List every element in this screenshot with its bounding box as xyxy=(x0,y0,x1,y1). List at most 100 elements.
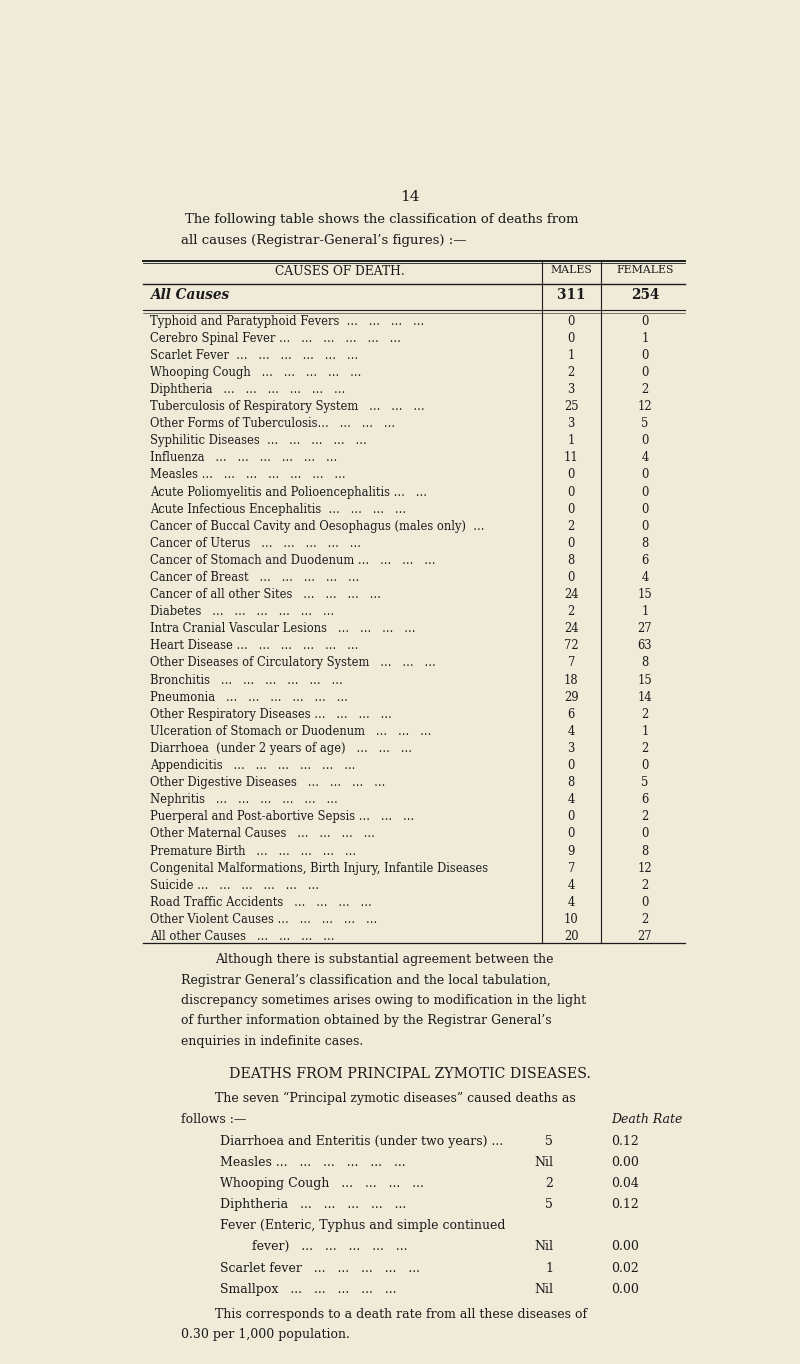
Text: fever)   ...   ...   ...   ...   ...: fever) ... ... ... ... ... xyxy=(220,1240,408,1254)
Text: 2: 2 xyxy=(567,520,575,533)
Text: 2: 2 xyxy=(567,366,575,379)
Text: 0: 0 xyxy=(641,486,649,498)
Text: 2: 2 xyxy=(642,878,649,892)
Text: 27: 27 xyxy=(638,622,652,636)
Text: 5: 5 xyxy=(641,776,649,790)
Text: Cancer of Stomach and Duodenum ...   ...   ...   ...: Cancer of Stomach and Duodenum ... ... .… xyxy=(150,554,436,567)
Text: 12: 12 xyxy=(638,862,652,874)
Text: Diabetes   ...   ...   ...   ...   ...   ...: Diabetes ... ... ... ... ... ... xyxy=(150,606,334,618)
Text: 0.00: 0.00 xyxy=(611,1282,639,1296)
Text: discrepancy sometimes arises owing to modification in the light: discrepancy sometimes arises owing to mo… xyxy=(182,994,586,1007)
Text: 254: 254 xyxy=(630,288,659,303)
Text: 0: 0 xyxy=(567,810,575,824)
Text: 8: 8 xyxy=(642,844,649,858)
Text: 0.30 per 1,000 population.: 0.30 per 1,000 population. xyxy=(182,1329,350,1341)
Text: 0: 0 xyxy=(567,572,575,584)
Text: 11: 11 xyxy=(564,451,578,464)
Text: Nil: Nil xyxy=(534,1282,554,1296)
Text: 2: 2 xyxy=(642,913,649,926)
Text: 0: 0 xyxy=(567,758,575,772)
Text: All other Causes   ...   ...   ...   ...: All other Causes ... ... ... ... xyxy=(150,930,335,943)
Text: Death Rate: Death Rate xyxy=(611,1113,683,1125)
Text: 5: 5 xyxy=(546,1198,554,1211)
Text: Typhoid and Paratyphoid Fevers  ...   ...   ...   ...: Typhoid and Paratyphoid Fevers ... ... .… xyxy=(150,315,425,327)
Text: Fever (Enteric, Typhus and simple continued: Fever (Enteric, Typhus and simple contin… xyxy=(220,1219,506,1232)
Text: 8: 8 xyxy=(642,656,649,670)
Text: Road Traffic Accidents   ...   ...   ...   ...: Road Traffic Accidents ... ... ... ... xyxy=(150,896,372,908)
Text: Cancer of Uterus   ...   ...   ...   ...   ...: Cancer of Uterus ... ... ... ... ... xyxy=(150,537,362,550)
Text: Measles ...   ...   ...   ...   ...   ...   ...: Measles ... ... ... ... ... ... ... xyxy=(150,468,346,481)
Text: 0: 0 xyxy=(567,331,575,345)
Text: Other Digestive Diseases   ...   ...   ...   ...: Other Digestive Diseases ... ... ... ... xyxy=(150,776,386,790)
Text: 2: 2 xyxy=(642,742,649,754)
Text: 0: 0 xyxy=(567,537,575,550)
Text: 25: 25 xyxy=(564,400,578,413)
Text: 0: 0 xyxy=(641,315,649,327)
Text: 2: 2 xyxy=(642,708,649,720)
Text: 18: 18 xyxy=(564,674,578,686)
Text: 4: 4 xyxy=(642,572,649,584)
Text: all causes (Registrar-General’s figures) :—: all causes (Registrar-General’s figures)… xyxy=(182,233,467,247)
Text: 29: 29 xyxy=(564,690,578,704)
Text: 15: 15 xyxy=(638,588,652,602)
Text: Tuberculosis of Respiratory System   ...   ...   ...: Tuberculosis of Respiratory System ... .… xyxy=(150,400,425,413)
Text: Nil: Nil xyxy=(534,1155,554,1169)
Text: Diarrhoea  (under 2 years of age)   ...   ...   ...: Diarrhoea (under 2 years of age) ... ...… xyxy=(150,742,412,754)
Text: 20: 20 xyxy=(564,930,578,943)
Text: 7: 7 xyxy=(567,656,575,670)
Text: 24: 24 xyxy=(564,622,578,636)
Text: FEMALES: FEMALES xyxy=(616,266,674,276)
Text: 7: 7 xyxy=(567,862,575,874)
Text: Cancer of all other Sites   ...   ...   ...   ...: Cancer of all other Sites ... ... ... ..… xyxy=(150,588,382,602)
Text: 5: 5 xyxy=(546,1135,554,1147)
Text: 1: 1 xyxy=(641,724,649,738)
Text: Pneumonia   ...   ...   ...   ...   ...   ...: Pneumonia ... ... ... ... ... ... xyxy=(150,690,348,704)
Text: 0.00: 0.00 xyxy=(611,1155,639,1169)
Text: Cancer of Buccal Cavity and Oesophagus (males only)  ...: Cancer of Buccal Cavity and Oesophagus (… xyxy=(150,520,485,533)
Text: Registrar General’s classification and the local tabulation,: Registrar General’s classification and t… xyxy=(182,974,551,986)
Text: 4: 4 xyxy=(642,451,649,464)
Text: 0.04: 0.04 xyxy=(611,1177,639,1189)
Text: Appendicitis   ...   ...   ...   ...   ...   ...: Appendicitis ... ... ... ... ... ... xyxy=(150,758,356,772)
Text: Other Violent Causes ...   ...   ...   ...   ...: Other Violent Causes ... ... ... ... ... xyxy=(150,913,378,926)
Text: 2: 2 xyxy=(642,383,649,396)
Text: The following table shows the classification of deaths from: The following table shows the classifica… xyxy=(186,213,578,226)
Text: 0.00: 0.00 xyxy=(611,1240,639,1254)
Text: Cerebro Spinal Fever ...   ...   ...   ...   ...   ...: Cerebro Spinal Fever ... ... ... ... ...… xyxy=(150,331,402,345)
Text: Diphtheria   ...   ...   ...   ...   ...: Diphtheria ... ... ... ... ... xyxy=(220,1198,406,1211)
Text: Cancer of Breast   ...   ...   ...   ...   ...: Cancer of Breast ... ... ... ... ... xyxy=(150,572,360,584)
Text: 9: 9 xyxy=(567,844,575,858)
Text: Acute Poliomyelitis and Polioencephalitis ...   ...: Acute Poliomyelitis and Polioencephaliti… xyxy=(150,486,427,498)
Text: Diphtheria   ...   ...   ...   ...   ...   ...: Diphtheria ... ... ... ... ... ... xyxy=(150,383,346,396)
Text: 12: 12 xyxy=(638,400,652,413)
Text: 3: 3 xyxy=(567,742,575,754)
Text: 0: 0 xyxy=(641,349,649,361)
Text: 311: 311 xyxy=(557,288,586,303)
Text: Congenital Malformations, Birth Injury, Infantile Diseases: Congenital Malformations, Birth Injury, … xyxy=(150,862,489,874)
Text: 1: 1 xyxy=(567,349,575,361)
Text: Ulceration of Stomach or Duodenum   ...   ...   ...: Ulceration of Stomach or Duodenum ... ..… xyxy=(150,724,432,738)
Text: DEATHS FROM PRINCIPAL ZYMOTIC DISEASES.: DEATHS FROM PRINCIPAL ZYMOTIC DISEASES. xyxy=(229,1067,591,1080)
Text: 0.12: 0.12 xyxy=(611,1135,639,1147)
Text: 0: 0 xyxy=(567,503,575,516)
Text: Intra Cranial Vascular Lesions   ...   ...   ...   ...: Intra Cranial Vascular Lesions ... ... .… xyxy=(150,622,416,636)
Text: Bronchitis   ...   ...   ...   ...   ...   ...: Bronchitis ... ... ... ... ... ... xyxy=(150,674,343,686)
Text: 0: 0 xyxy=(641,503,649,516)
Text: 63: 63 xyxy=(638,640,652,652)
Text: Scarlet fever   ...   ...   ...   ...   ...: Scarlet fever ... ... ... ... ... xyxy=(220,1262,420,1274)
Text: 2: 2 xyxy=(642,810,649,824)
Text: CAUSES OF DEATH.: CAUSES OF DEATH. xyxy=(275,266,405,278)
Text: All Causes: All Causes xyxy=(150,288,230,303)
Text: follows :—: follows :— xyxy=(182,1113,246,1125)
Text: The seven “Principal zymotic diseases” caused deaths as: The seven “Principal zymotic diseases” c… xyxy=(214,1093,575,1105)
Text: 6: 6 xyxy=(642,794,649,806)
Text: 0: 0 xyxy=(567,468,575,481)
Text: 0: 0 xyxy=(641,896,649,908)
Text: 4: 4 xyxy=(567,724,575,738)
Text: 8: 8 xyxy=(642,537,649,550)
Text: 0: 0 xyxy=(567,828,575,840)
Text: enquiries in indefinite cases.: enquiries in indefinite cases. xyxy=(182,1035,364,1048)
Text: of further information obtained by the Registrar General’s: of further information obtained by the R… xyxy=(182,1015,552,1027)
Text: Heart Disease ...   ...   ...   ...   ...   ...: Heart Disease ... ... ... ... ... ... xyxy=(150,640,358,652)
Text: 8: 8 xyxy=(567,776,575,790)
